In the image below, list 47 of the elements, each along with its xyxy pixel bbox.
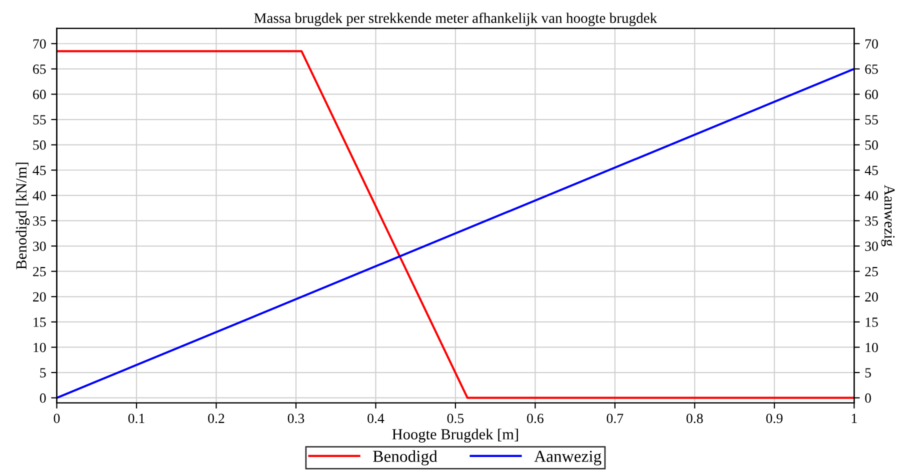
y-tick-label: 25 bbox=[33, 266, 46, 276]
y-tick-label: 40 bbox=[32, 191, 46, 200]
y-tick-label: 0 bbox=[40, 393, 46, 403]
y2-tick-label: 15 bbox=[866, 318, 878, 327]
x-tick-label: 1 bbox=[852, 414, 857, 423]
y-axis-title: Benodigd [kN/m] bbox=[16, 162, 30, 270]
y2-tick-label: 35 bbox=[865, 216, 878, 226]
y-tick-label: 20 bbox=[33, 292, 46, 302]
y-tick-label: 10 bbox=[34, 342, 46, 352]
x-tick-label: 0.7 bbox=[606, 414, 624, 424]
y-tick-label: 45 bbox=[32, 166, 46, 176]
y2-tick-label: 55 bbox=[865, 115, 878, 124]
y2-tick-label: 20 bbox=[865, 292, 878, 302]
y2-tick-label: 65 bbox=[865, 64, 878, 74]
y2-tick-label: 25 bbox=[865, 266, 878, 276]
y2-tick-label: 70 bbox=[865, 39, 878, 49]
y-tick-label: 60 bbox=[33, 90, 46, 100]
y2-tick-label: 5 bbox=[865, 368, 871, 378]
y-tick-label: 50 bbox=[33, 140, 46, 150]
y-tick-label: 70 bbox=[33, 39, 46, 49]
x-tick-label: 0.8 bbox=[686, 414, 703, 424]
legend-label: Benodigd bbox=[373, 450, 438, 466]
y2-tick-label: 40 bbox=[864, 191, 878, 200]
y2-tick-label: 10 bbox=[866, 342, 878, 352]
chart-title: Massa brugdek per strekkende meter afhankelijk van hoogte brugdek bbox=[254, 12, 658, 26]
x-tick-label: 0.3 bbox=[288, 414, 304, 424]
x-tick-label: 0.6 bbox=[527, 414, 544, 424]
y-tick-label: 5 bbox=[40, 368, 46, 378]
x-tick-label: 0.4 bbox=[368, 414, 384, 424]
y2-axis-title: Aanwezig bbox=[881, 184, 895, 246]
y2-tick-label: 0 bbox=[865, 393, 871, 403]
x-tick-label: 0.2 bbox=[208, 414, 224, 424]
x-tick-label: 0.1 bbox=[128, 414, 144, 424]
y-tick-label: 30 bbox=[33, 242, 46, 251]
x-axis-title: Hoogte Brugdek [m] bbox=[392, 428, 518, 443]
x-tick-label: 0.9 bbox=[766, 414, 783, 424]
y-tick-label: 35 bbox=[33, 216, 46, 226]
y-tick-label: 65 bbox=[33, 64, 46, 74]
legend-label: Aanwezig bbox=[534, 450, 602, 466]
y-tick-label: 15 bbox=[34, 318, 46, 327]
x-tick-label: 0.5 bbox=[447, 414, 464, 424]
y2-tick-label: 45 bbox=[864, 166, 878, 176]
y2-tick-label: 50 bbox=[865, 140, 878, 150]
y-tick-label: 55 bbox=[33, 115, 46, 124]
y2-tick-label: 30 bbox=[865, 242, 878, 251]
y2-tick-label: 60 bbox=[865, 90, 878, 100]
x-tick-label: 0 bbox=[54, 414, 60, 424]
